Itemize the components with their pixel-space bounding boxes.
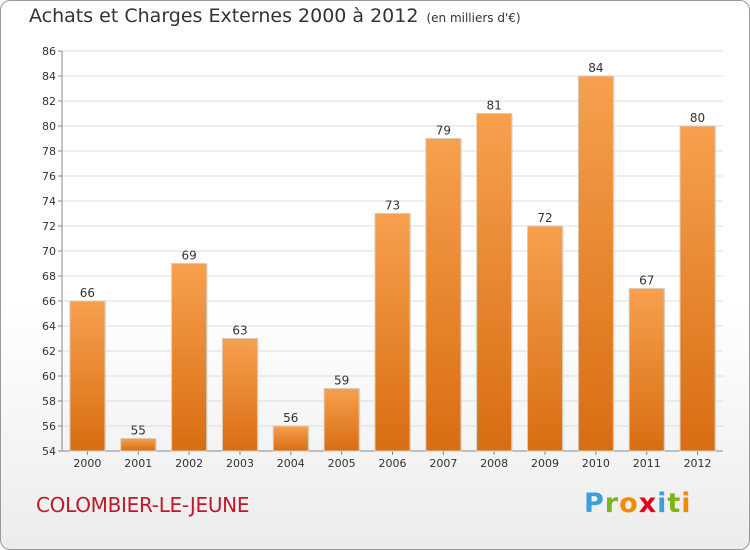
chart-subtitle: (en milliers d'€)	[426, 11, 521, 25]
data-label: 67	[639, 274, 654, 288]
logo-letter: i	[681, 488, 692, 519]
logo-letter: P	[584, 488, 605, 519]
data-label: 59	[334, 374, 349, 388]
logo-letter: o	[619, 488, 639, 519]
x-tick-label: 2009	[531, 457, 559, 470]
y-tick-label: 70	[42, 245, 56, 258]
y-tick-label: 72	[42, 220, 56, 233]
bar-2007	[425, 138, 462, 452]
y-tick-label: 84	[42, 70, 56, 83]
x-tick-label: 2002	[175, 457, 203, 470]
data-labels: 66 55 69 63 56 59 73 79 81 72 84 67 80	[80, 61, 705, 438]
data-label: 84	[588, 61, 603, 75]
bar-2011	[628, 288, 665, 452]
x-tick-label: 2004	[277, 457, 305, 470]
y-tick-label: 58	[42, 395, 56, 408]
data-label: 66	[80, 286, 95, 300]
bar-2003	[221, 338, 258, 452]
location-name: COLOMBIER-LE-JEUNE	[36, 493, 250, 517]
data-label: 80	[690, 111, 705, 125]
data-label: 56	[283, 411, 298, 425]
y-tick-label: 62	[42, 345, 56, 358]
proxiti-logo[interactable]: Proxiti	[584, 488, 692, 519]
x-tick-label: 2011	[633, 457, 661, 470]
logo-letter: t	[667, 488, 682, 519]
y-tick-label: 86	[42, 45, 56, 58]
data-label: 55	[131, 424, 146, 438]
y-tick-label: 56	[42, 420, 56, 433]
data-label: 81	[487, 99, 502, 113]
axes: 54 56 58 60 62 64 66 68 70 72 74 76 78 80 82 84 86 2000 20…	[42, 45, 723, 470]
x-tick-label: 2010	[582, 457, 610, 470]
x-tick-label: 2005	[328, 457, 356, 470]
y-tick-label: 74	[42, 195, 56, 208]
data-label: 69	[181, 249, 196, 263]
bar-2000	[69, 300, 106, 452]
x-tick-label: 2008	[480, 457, 508, 470]
y-tick-label: 78	[42, 145, 56, 158]
y-tick-label: 64	[42, 320, 56, 333]
y-tick-label: 76	[42, 170, 56, 183]
bar-2004	[272, 425, 309, 452]
logo-letter: i	[657, 488, 668, 519]
bar-2006	[374, 213, 411, 452]
x-tick-label: 2003	[226, 457, 254, 470]
y-tick-label: 54	[42, 445, 56, 458]
y-tick-label: 60	[42, 370, 56, 383]
bar-2010	[577, 75, 614, 452]
chart-title: Achats et Charges Externes 2000 à 2012	[29, 5, 419, 27]
title-block: Achats et Charges Externes 2000 à 2012 (e…	[29, 5, 521, 27]
y-tick-label: 80	[42, 120, 56, 133]
bar-2008	[476, 113, 513, 452]
x-tick-label: 2007	[429, 457, 457, 470]
data-label: 63	[232, 324, 247, 338]
x-tick-label: 2001	[124, 457, 152, 470]
data-label: 79	[436, 124, 451, 138]
x-tick-label: 2000	[73, 457, 101, 470]
data-label: 72	[537, 211, 552, 225]
bars	[69, 75, 717, 452]
y-tick-label: 82	[42, 95, 56, 108]
data-label: 73	[385, 199, 400, 213]
logo-letter: r	[604, 488, 620, 519]
bar-2002	[171, 263, 208, 452]
bar-2001	[120, 438, 157, 452]
x-tick-label: 2012	[684, 457, 712, 470]
y-tick-label: 66	[42, 295, 56, 308]
bar-2009	[527, 225, 564, 452]
bar-2012	[679, 125, 716, 452]
x-tick-label: 2006	[379, 457, 407, 470]
y-tick-label: 68	[42, 270, 56, 283]
logo-letter: x	[638, 488, 658, 519]
bar-2005	[323, 388, 360, 452]
